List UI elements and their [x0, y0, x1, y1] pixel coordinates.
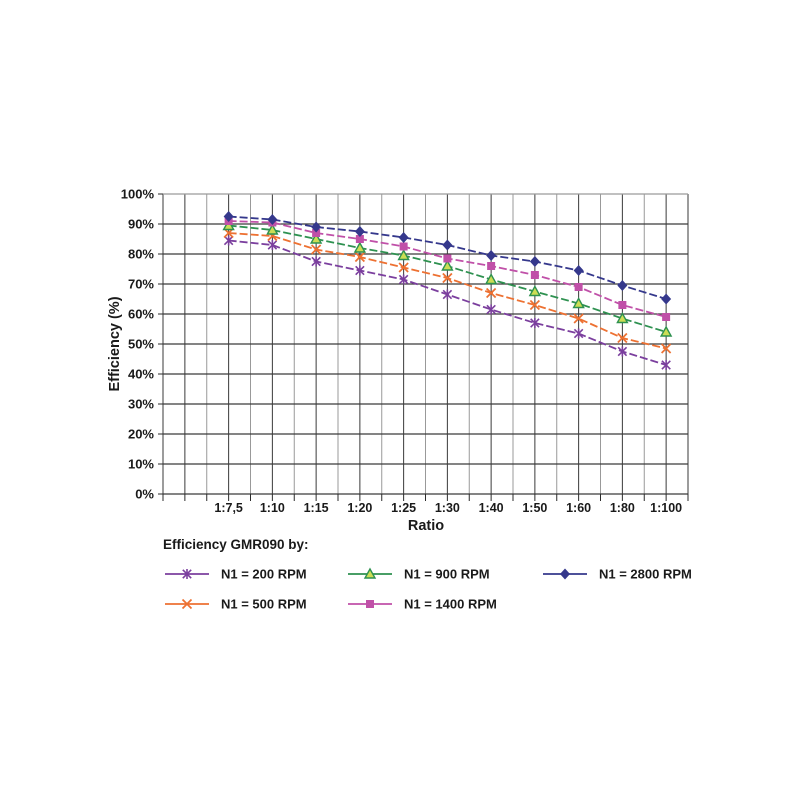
x-tick-label: 1:100 — [650, 501, 682, 515]
diamond-marker — [267, 214, 278, 225]
star-marker — [617, 346, 628, 357]
legend-label: N1 = 1400 RPM — [404, 597, 497, 612]
square-marker — [530, 271, 539, 279]
y-tick-label: 40% — [128, 367, 154, 382]
square-marker — [312, 229, 321, 237]
x-tick-label: 1:30 — [435, 501, 460, 515]
triangle-marker — [353, 241, 367, 253]
y-tick-label: 10% — [128, 457, 154, 472]
x-tick-label: 1:7,5 — [214, 501, 243, 515]
legend-label: N1 = 500 RPM — [221, 597, 307, 612]
diamond-marker — [311, 221, 322, 233]
legend-item: N1 = 200 RPM — [165, 567, 307, 582]
triangle-marker — [397, 249, 410, 261]
legend-item: N1 = 500 RPM — [165, 597, 307, 612]
triangle-marker — [363, 567, 377, 579]
star-marker — [661, 360, 671, 370]
diamond-marker — [442, 239, 453, 251]
star-marker — [530, 318, 540, 328]
legend-title: Efficiency GMR090 by: — [163, 537, 309, 552]
star-marker — [442, 289, 453, 300]
y-tick-label: 0% — [135, 487, 154, 502]
square-marker — [487, 262, 496, 270]
diamond-marker — [223, 211, 234, 222]
diamond-marker — [617, 280, 628, 291]
x-marker — [398, 262, 409, 273]
x-tick-label: 1:20 — [347, 501, 372, 515]
square-marker — [443, 254, 452, 263]
x-tick-label: 1:25 — [391, 501, 416, 515]
triangle-marker — [572, 297, 585, 309]
legend-label: N1 = 2800 RPM — [599, 567, 692, 582]
square-marker — [662, 313, 671, 321]
y-tick-label: 30% — [128, 397, 154, 412]
triangle-marker — [659, 325, 673, 337]
legend-item: N1 = 900 RPM — [348, 567, 490, 582]
diamond-marker — [529, 256, 540, 267]
triangle-marker — [528, 285, 542, 297]
x-marker — [181, 598, 193, 610]
star-marker — [311, 256, 321, 267]
x-tick-label: 1:10 — [260, 501, 285, 515]
x-marker — [485, 287, 497, 299]
y-tick-label: 20% — [128, 427, 154, 442]
legend-item: N1 = 2800 RPM — [543, 567, 692, 582]
triangle-marker — [266, 223, 279, 235]
diamond-marker — [573, 265, 584, 276]
diamond-marker — [486, 250, 497, 261]
y-axis-title: Efficiency (%) — [107, 296, 123, 391]
star-marker — [355, 265, 365, 276]
x-marker — [442, 272, 453, 284]
legend-item: N1 = 1400 RPM — [348, 597, 497, 612]
diamond-marker — [560, 568, 570, 580]
legend-label: N1 = 900 RPM — [404, 567, 490, 582]
x-marker — [660, 343, 672, 354]
star-marker — [486, 304, 496, 315]
square-marker — [366, 600, 374, 608]
series-layer — [222, 211, 673, 370]
diamond-marker — [354, 226, 365, 237]
square-marker — [574, 283, 583, 291]
diamond-marker — [661, 293, 672, 305]
diamond-marker — [398, 232, 409, 243]
triangle-marker — [441, 259, 454, 271]
triangle-marker — [484, 273, 498, 285]
x-marker — [573, 313, 584, 324]
legend-label: N1 = 200 RPM — [221, 567, 307, 582]
grid-layer — [162, 193, 689, 495]
star-marker — [573, 328, 584, 339]
square-marker — [399, 242, 408, 251]
y-tick-label: 80% — [128, 247, 154, 262]
star-marker — [267, 240, 278, 250]
x-tick-label: 1:15 — [304, 501, 329, 515]
triangle-marker — [309, 232, 323, 244]
x-tick-label: 1:60 — [566, 501, 591, 515]
star-marker — [182, 569, 192, 579]
star-marker — [398, 274, 409, 285]
star-marker — [223, 235, 234, 246]
x-tick-label: 1:40 — [479, 501, 504, 515]
y-tick-label: 60% — [128, 307, 154, 322]
x-marker — [529, 299, 541, 311]
triangle-marker — [616, 312, 629, 324]
y-tick-label: 50% — [128, 337, 154, 352]
x-marker — [310, 244, 322, 255]
x-axis-title: Ratio — [408, 518, 444, 534]
y-tick-label: 70% — [128, 277, 154, 292]
x-tick-label: 1:80 — [610, 501, 635, 515]
y-tick-label: 90% — [128, 217, 154, 232]
x-marker — [617, 332, 628, 344]
x-marker — [354, 251, 366, 263]
x-tick-label: 1:50 — [522, 501, 547, 515]
square-marker — [618, 301, 627, 309]
axis-layer: 0% 10% 20% 30% 40% 50% 60% 70% 80% 90% 100% 1:7,5 1:… — [121, 187, 689, 515]
y-tick-label: 100% — [121, 187, 155, 202]
square-marker — [355, 235, 364, 243]
legend: N1 = 200 RPM N1 = 500 RPM N1 = 900 RPM N1 =… — [165, 567, 692, 612]
